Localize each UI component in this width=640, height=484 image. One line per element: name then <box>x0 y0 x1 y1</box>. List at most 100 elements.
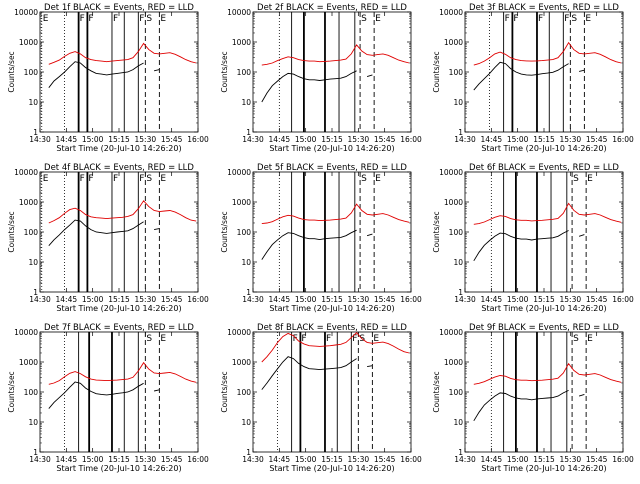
panel-title: Det 9f BLACK = Events, RED = LLD <box>469 323 619 333</box>
x-tick-label: 15:15 <box>321 135 343 144</box>
y-axis-title: Counts/sec <box>7 211 16 252</box>
y-tick-label: 100 <box>237 68 252 77</box>
panel-title: Det 1f BLACK = Events, RED = LLD <box>44 3 194 13</box>
x-tick-label: 15:45 <box>374 295 396 304</box>
time-marker-label: E <box>160 14 166 24</box>
y-axis-title: Counts/sec <box>432 211 441 252</box>
x-tick-label: 15:00 <box>82 455 104 464</box>
x-tick-label: 14:30 <box>29 135 51 144</box>
panel-frame <box>39 11 199 133</box>
y-tick-label: 10 <box>241 258 251 267</box>
x-tick-label: 15:00 <box>82 295 104 304</box>
time-marker-label: E <box>585 14 591 24</box>
y-tick-label: 100 <box>24 68 39 77</box>
x-axis-title: Start Time (20-Jul-10 14:26:20) <box>56 464 181 473</box>
x-tick-label: 14:30 <box>29 455 51 464</box>
y-axis-title: Counts/sec <box>7 51 16 92</box>
x-axis-title: Start Time (20-Jul-10 14:26:20) <box>56 304 181 313</box>
time-marker-label: E <box>43 14 49 24</box>
x-axis-title: Start Time (20-Jul-10 14:26:20) <box>481 144 606 153</box>
x-tick-label: 15:15 <box>321 455 343 464</box>
time-marker-label: E <box>43 174 49 184</box>
panel-title: Det 7f BLACK = Events, RED = LLD <box>44 323 194 333</box>
panel-title: Det 2f BLACK = Events, RED = LLD <box>257 3 407 13</box>
x-tick-label: 15:15 <box>533 455 555 464</box>
x-tick-label: 16:00 <box>612 135 634 144</box>
panel-frame <box>39 331 199 453</box>
events-series-line <box>48 61 144 88</box>
x-tick-label: 15:00 <box>507 455 529 464</box>
time-marker-label: S <box>571 14 577 24</box>
y-tick-label: 100 <box>237 228 252 237</box>
time-marker-label: S <box>573 174 579 184</box>
time-marker-label: F <box>139 174 144 184</box>
x-tick-label: 15:45 <box>586 455 608 464</box>
lld-series-line <box>473 41 622 66</box>
y-tick-label: 1000 <box>444 198 463 207</box>
y-tick-label: 10000 <box>227 168 251 177</box>
x-tick-label: 15:15 <box>533 135 555 144</box>
y-tick-label: 10 <box>241 98 251 107</box>
time-marker-label: E <box>160 174 166 184</box>
panel-title: Det 3f BLACK = Events, RED = LLD <box>469 3 619 13</box>
x-tick-label: 14:45 <box>269 455 291 464</box>
x-tick-label: 16:00 <box>187 455 209 464</box>
events-series-line <box>261 70 357 103</box>
time-marker-label: E <box>375 14 381 24</box>
x-tick-label: 15:30 <box>560 135 582 144</box>
panel-frame <box>252 11 412 133</box>
time-marker-label: F <box>505 14 510 24</box>
x-axis-title: Start Time (20-Jul-10 14:26:20) <box>269 464 394 473</box>
events-series-line <box>578 234 585 237</box>
x-axis-title: Start Time (20-Jul-10 14:26:20) <box>269 144 394 153</box>
y-tick-label: 1000 <box>232 38 251 47</box>
x-tick-label: 15:15 <box>321 295 343 304</box>
time-marker-label: E <box>160 334 166 344</box>
x-tick-label: 15:45 <box>374 455 396 464</box>
y-tick-label: 100 <box>449 388 464 397</box>
time-marker-label: E <box>375 174 381 184</box>
x-tick-label: 15:45 <box>161 455 183 464</box>
x-tick-label: 14:45 <box>481 135 503 144</box>
lld-series-line <box>48 42 197 65</box>
y-tick-label: 1000 <box>232 358 251 367</box>
x-tick-label: 14:45 <box>56 295 78 304</box>
events-series-line <box>579 69 585 72</box>
lld-series-line <box>48 200 197 224</box>
x-tick-label: 15:45 <box>374 135 396 144</box>
y-tick-label: 1000 <box>444 38 463 47</box>
panel-frame <box>252 171 412 293</box>
x-tick-label: 15:30 <box>348 295 370 304</box>
panel-title: Det 8f BLACK = Events, RED = LLD <box>257 323 407 333</box>
y-tick-label: 10 <box>28 418 38 427</box>
y-tick-label: 100 <box>24 228 39 237</box>
time-marker-label: F <box>88 14 93 24</box>
time-marker-label: E <box>587 334 593 344</box>
lld-series-line <box>261 332 410 363</box>
lld-series-line <box>261 203 410 225</box>
lld-series-line <box>48 361 197 385</box>
y-tick-label: 10 <box>241 418 251 427</box>
time-marker-label: F <box>113 174 118 184</box>
x-tick-label: 16:00 <box>400 135 422 144</box>
x-tick-label: 15:30 <box>135 455 157 464</box>
time-marker-label: F <box>88 174 93 184</box>
x-tick-label: 14:45 <box>481 295 503 304</box>
events-series-line <box>473 389 569 422</box>
x-tick-label: 15:15 <box>108 295 130 304</box>
time-marker-label: E <box>373 334 379 344</box>
y-tick-label: 10000 <box>439 168 463 177</box>
y-tick-label: 100 <box>449 228 464 237</box>
y-tick-label: 100 <box>449 68 464 77</box>
x-tick-label: 14:30 <box>242 455 264 464</box>
lld-series-line <box>261 44 410 66</box>
time-marker-label: E <box>587 174 593 184</box>
y-tick-label: 10 <box>453 258 463 267</box>
panel-title: Det 6f BLACK = Events, RED = LLD <box>469 163 619 173</box>
events-series-line <box>48 381 144 409</box>
x-tick-label: 14:30 <box>242 295 264 304</box>
x-tick-label: 15:00 <box>82 135 104 144</box>
y-tick-label: 10000 <box>227 328 251 337</box>
x-tick-label: 14:45 <box>56 135 78 144</box>
